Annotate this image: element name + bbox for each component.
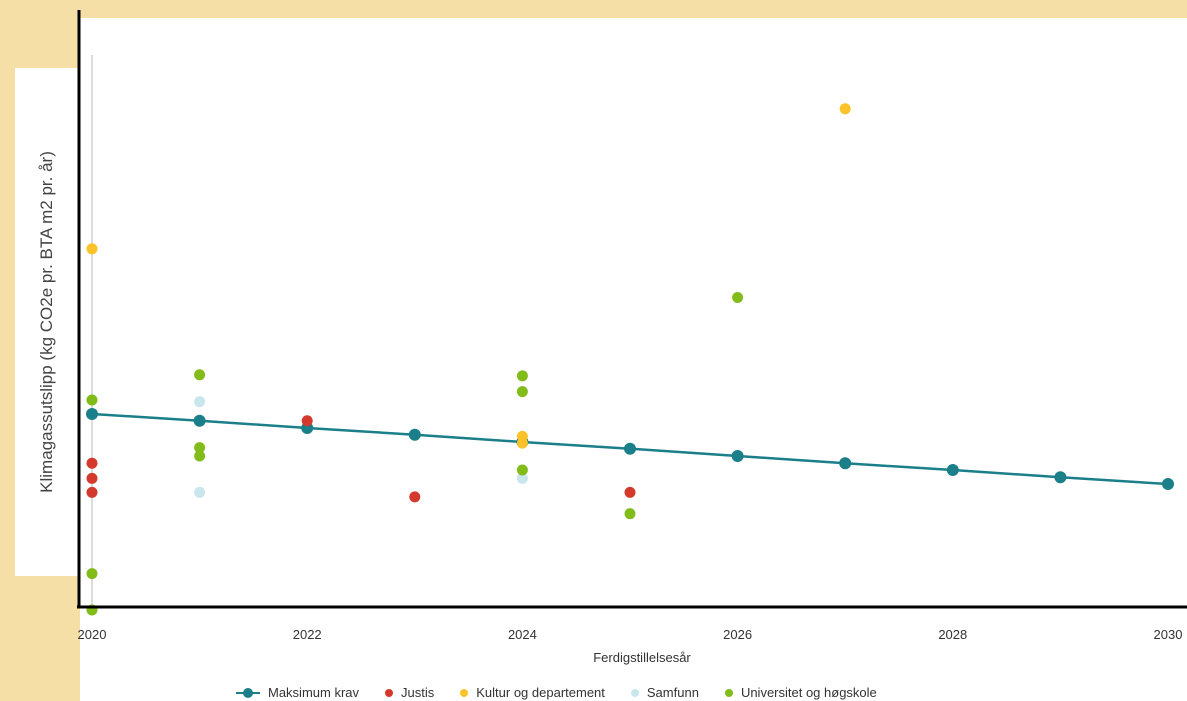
line-point — [624, 442, 636, 455]
line-point — [408, 428, 421, 441]
scatter-point — [516, 464, 528, 476]
line-point — [839, 457, 852, 470]
scatter-point — [86, 472, 98, 484]
scatter-point — [624, 486, 636, 498]
y-axis-label-panel: Klimagassutslipp (kg CO2e pr. BTA m2 pr.… — [15, 68, 78, 576]
legend-item-universitet-og-hogskole: Universitet og høgskole — [724, 685, 877, 700]
scatter-point — [86, 457, 98, 469]
x-tick-label: 2020 — [78, 627, 107, 642]
legend-item-samfunn: Samfunn — [630, 685, 699, 700]
line-point — [731, 450, 744, 462]
legend-label: Universitet og høgskole — [740, 685, 877, 700]
legend-item-justis: Justis — [385, 685, 434, 700]
legend-marker — [630, 688, 639, 697]
line-point — [193, 414, 206, 427]
plot-area — [80, 18, 1187, 701]
scatter-point — [516, 370, 528, 382]
legend-label: Kultur og departement — [476, 685, 605, 700]
x-tick-label: 2028 — [938, 627, 967, 642]
line-point — [86, 408, 98, 420]
x-tick-label: 2022 — [293, 627, 322, 642]
legend-marker — [385, 688, 394, 697]
legend-marker — [724, 688, 733, 697]
x-axis-label: Ferdigstillelsesår — [593, 650, 691, 665]
legend-item-maksimum-krav: Maksimum krav — [236, 685, 359, 700]
legend-marker — [460, 688, 469, 697]
line-point — [946, 464, 959, 476]
scatter-point — [86, 486, 98, 498]
scatter-point — [86, 394, 98, 406]
scatter-point — [194, 442, 206, 454]
legend-label: Justis — [401, 685, 435, 700]
legend: Maksimum krav Justis Kultur og departeme… — [236, 685, 877, 700]
scatter-point — [732, 292, 744, 304]
scatter-point — [301, 415, 313, 427]
scatter-point — [516, 386, 528, 398]
scatter-point — [86, 568, 98, 580]
scatter-point — [516, 437, 528, 449]
scatter-point — [194, 369, 206, 381]
scatter-point — [624, 508, 636, 520]
scatter-point — [516, 472, 528, 484]
x-tick-label: 2030 — [1154, 627, 1183, 642]
x-tick-label: 2024 — [508, 627, 537, 642]
scatter-point — [86, 243, 98, 255]
line-point — [1054, 471, 1067, 484]
scatter-point — [409, 491, 421, 503]
line-point — [1162, 478, 1174, 490]
legend-label: Samfunn — [646, 685, 699, 700]
scatter-point — [194, 486, 206, 498]
legend-item-kultur-og-departement: Kultur og departement — [460, 685, 605, 700]
scatter-point — [839, 103, 851, 115]
legend-label: Maksimum krav — [268, 685, 360, 700]
scatter-point — [194, 450, 206, 462]
legend-line-marker — [236, 687, 260, 698]
scatter-point — [194, 396, 206, 408]
x-tick-label: 2026 — [723, 627, 752, 642]
legend-line-dot — [243, 687, 253, 698]
